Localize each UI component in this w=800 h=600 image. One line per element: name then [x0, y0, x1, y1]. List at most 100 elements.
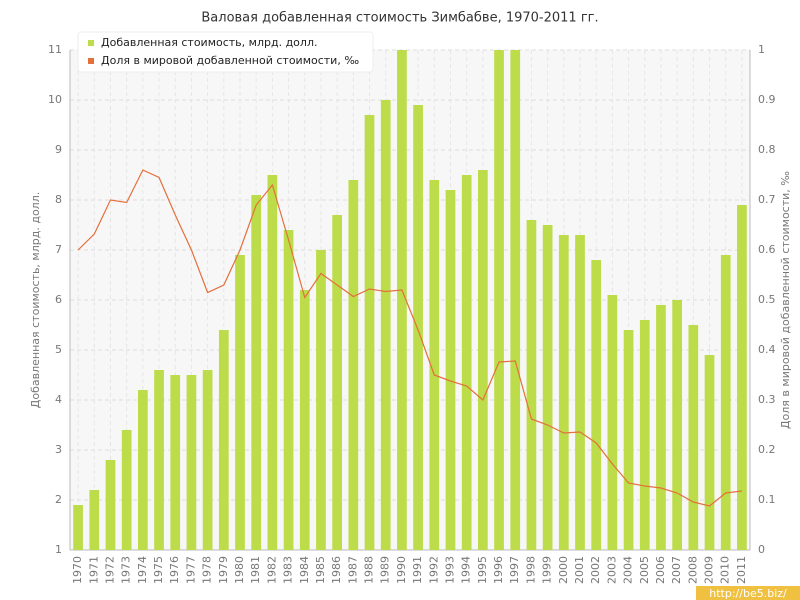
- y-axis-label: Добавленная стоимость, млрд. долл.: [29, 192, 42, 408]
- x-tick-label: 1974: [136, 556, 149, 584]
- bar: [89, 490, 100, 550]
- bar: [478, 170, 488, 550]
- x-tick-label: 1977: [184, 556, 197, 584]
- x-tick-label: 2009: [703, 556, 716, 584]
- bar: [105, 460, 116, 550]
- x-tick-label: 1983: [282, 556, 295, 584]
- bar: [558, 235, 569, 550]
- x-tick-label: 1997: [508, 556, 521, 584]
- x-tick-label: 2004: [622, 556, 635, 584]
- bar: [348, 180, 359, 550]
- bar: [494, 50, 504, 550]
- bar: [672, 300, 682, 550]
- y-tick-label: 10: [48, 93, 62, 106]
- x-tick-label: 2006: [654, 556, 667, 584]
- x-tick-label: 1994: [460, 556, 473, 584]
- x-tick-label: 1995: [476, 556, 489, 584]
- y2-tick-label: 0.9: [758, 93, 776, 106]
- y-tick-label: 11: [48, 43, 62, 56]
- y2-tick-label: 0.8: [758, 143, 776, 156]
- x-tick-label: 2007: [670, 556, 683, 584]
- y-tick-label: 2: [55, 493, 62, 506]
- watermark-bg: [696, 586, 800, 600]
- bar: [510, 50, 521, 550]
- bar: [445, 190, 456, 550]
- x-tick-label: 1978: [201, 556, 214, 584]
- x-tick-label: 2011: [735, 556, 748, 584]
- bar: [121, 430, 132, 550]
- y-tick-label: 3: [55, 443, 62, 456]
- bar: [316, 250, 326, 550]
- x-tick-label: 1987: [346, 556, 359, 584]
- bar: [704, 355, 715, 550]
- x-tick-label: 2003: [605, 556, 618, 584]
- bar: [688, 325, 699, 550]
- y2-tick-label: 0.2: [758, 443, 776, 456]
- bar: [267, 175, 278, 550]
- bar: [332, 215, 342, 550]
- bar: [283, 230, 294, 550]
- legend-box: [77, 31, 374, 73]
- bar: [299, 290, 310, 550]
- bar: [235, 255, 245, 550]
- bar: [623, 330, 634, 550]
- x-tick-label: 1992: [427, 556, 440, 584]
- x-tick-label: 2002: [589, 556, 602, 584]
- y2-tick-label: 0.1: [758, 493, 776, 506]
- bar: [429, 180, 440, 550]
- x-tick-label: 1989: [379, 556, 392, 584]
- x-tick-label: 1975: [152, 556, 165, 584]
- x-tick-label: 1971: [87, 556, 100, 584]
- y-tick-label: 9: [55, 143, 62, 156]
- bar: [397, 50, 407, 550]
- bar: [591, 260, 602, 550]
- y2-axis-label: Доля в мировой добавленной стоимости, ‰: [779, 171, 792, 429]
- x-tick-label: 1970: [71, 556, 84, 584]
- x-tick-label: 1990: [395, 556, 408, 584]
- line: [77, 169, 742, 507]
- y2-tick-label: 0.3: [758, 393, 776, 406]
- bar: [364, 115, 375, 550]
- y2-tick-label: 0.7: [758, 193, 776, 206]
- bar: [526, 220, 537, 550]
- bar: [737, 205, 747, 550]
- y-tick-label: 5: [55, 343, 62, 356]
- chart-title: Валовая добавленная стоимость Зимбабве, …: [201, 11, 598, 26]
- x-tick-label: 2008: [686, 556, 699, 584]
- x-tick-label: 1991: [411, 556, 424, 584]
- y2-tick-label: 0: [758, 543, 765, 556]
- bar: [186, 375, 197, 550]
- x-tick-label: 2010: [719, 556, 732, 584]
- bar: [607, 295, 618, 550]
- x-tick-label: 2005: [638, 556, 651, 584]
- x-tick-label: 2001: [573, 556, 586, 584]
- y-tick-label: 6: [55, 293, 62, 306]
- bar: [656, 305, 666, 550]
- watermark: http://be5.biz/: [709, 587, 787, 600]
- x-tick-label: 1993: [443, 556, 456, 584]
- bar: [575, 235, 585, 550]
- y2-tick-label: 0.5: [758, 293, 776, 306]
- legend-swatch: [88, 40, 94, 46]
- bar: [720, 255, 731, 550]
- x-tick-label: 1973: [120, 556, 133, 584]
- y-tick-label: 8: [55, 193, 62, 206]
- bar: [138, 390, 148, 550]
- bar: [413, 105, 423, 550]
- x-tick-label: 1976: [168, 556, 181, 584]
- x-tick-label: 1981: [249, 556, 262, 584]
- bar: [461, 175, 472, 550]
- x-tick-label: 1996: [492, 556, 505, 584]
- bar: [251, 195, 262, 550]
- legend: Добавленная стоимость, млрд. долл. Доля в…: [77, 31, 374, 73]
- legend-swatch: [88, 58, 94, 64]
- legend-label: Доля в мировой добавленной стоимости, ‰: [101, 54, 359, 67]
- y-tick-label: 7: [55, 243, 62, 256]
- x-tick-label: 1998: [524, 556, 537, 584]
- x-tick-label: 1979: [217, 556, 230, 584]
- bar: [542, 225, 553, 550]
- x-tick-label: 2000: [557, 556, 570, 584]
- x-tick-label: 1972: [103, 556, 116, 584]
- bar: [170, 375, 181, 550]
